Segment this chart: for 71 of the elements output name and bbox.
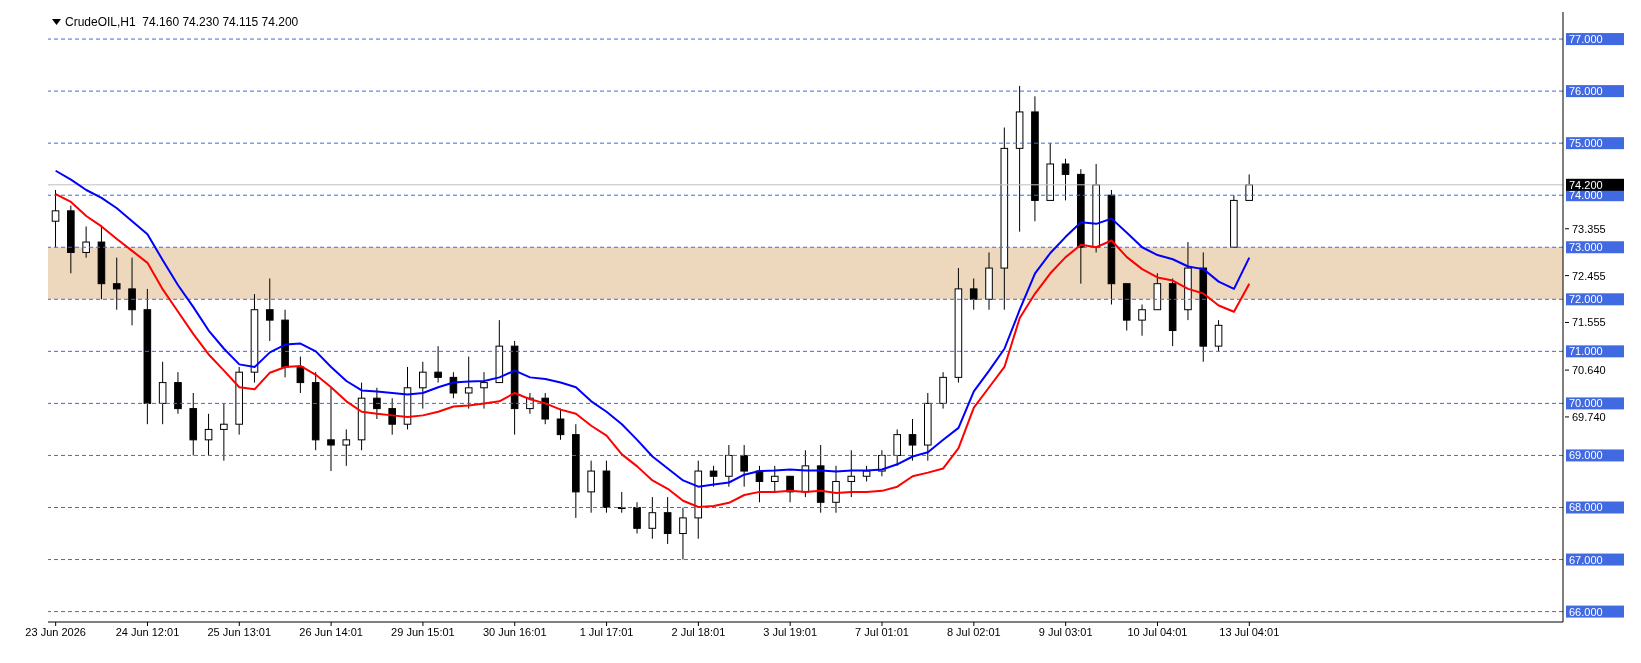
x-tick-label: 3 Jul 19:01 [763,625,818,638]
candlestick [770,465,779,493]
candlestick [373,387,381,420]
candlestick [1214,319,1223,352]
candlestick [419,361,427,410]
x-tick-label: 10 Jul 04:01 [1127,625,1188,638]
candlestick [556,408,565,441]
ref-line-label: 76.000 [1569,85,1603,98]
y-tick-label: 70.640 [1572,364,1606,377]
candlestick [327,387,335,472]
candlestick [434,345,442,384]
ref-line-label: 77.000 [1569,33,1603,46]
candlestick [342,428,351,467]
ref-line-label: 73.000 [1569,241,1603,254]
x-tick-label: 13 Jul 04:01 [1219,625,1280,638]
candlestick [128,257,136,326]
candlestick [587,460,595,514]
candlestick [82,225,90,259]
ref-line-label: 69.000 [1569,449,1603,462]
y-tick-label: 71.555 [1572,316,1606,329]
ref-line-label: 75.000 [1569,137,1603,150]
y-tick-label: 69.740 [1572,410,1606,423]
y-tick-label: 73.355 [1572,222,1606,235]
candlestick [296,356,305,394]
candlestick [541,392,550,425]
x-tick-label: 1 Jul 17:01 [579,625,634,638]
candlestick [709,465,718,488]
candlestick [679,506,687,561]
candlestick [663,496,672,545]
chart-title: CrudeOIL,H1 74.160 74.230 74.115 74.200 [65,15,299,29]
candlestick [648,496,657,540]
x-tick-label: 24 Jun 12:01 [115,625,180,638]
candlestick [908,418,917,462]
y-tick-label: 72.455 [1572,269,1606,282]
ref-line-label: 71.000 [1569,345,1603,358]
candlestick [480,371,488,410]
candlestick [464,356,473,410]
x-tick-label: 8 Jul 02:01 [946,625,1001,638]
x-tick-label: 23 Jun 2026 [25,625,86,638]
candlestick [740,444,748,488]
candlestick [388,397,396,436]
x-tick-label: 26 Jun 14:01 [299,625,363,638]
candlestick [1061,158,1070,201]
candlestick [633,501,641,535]
candlestick [220,402,228,462]
candlestick [847,449,856,498]
ref-line-label: 67.000 [1569,553,1603,566]
ref-line-label: 66.000 [1569,605,1603,618]
candlestick [158,361,167,425]
candlestick [51,189,60,248]
x-tick-label: 9 Jul 03:01 [1038,625,1093,638]
ref-line-label: 74.000 [1569,189,1603,202]
candlestick [893,428,901,467]
x-tick-label: 30 Jun 16:01 [482,625,547,638]
candlestick [112,257,121,311]
ref-line-label: 74.200 [1569,178,1603,191]
candlestick [969,277,978,311]
candlestick [725,444,733,488]
candlestick [1245,173,1253,201]
candlestick [786,475,794,503]
x-tick-label: 2 Jul 18:01 [671,625,726,638]
candlestick [1138,304,1146,337]
ref-line-label: 70.000 [1569,397,1603,410]
ref-line-label: 68.000 [1569,501,1603,514]
x-tick-label: 25 Jun 13:01 [207,625,272,638]
candlestick [265,277,274,342]
ref-line-label: 72.000 [1569,293,1603,306]
candlestick [204,413,213,456]
x-tick-label: 7 Jul 01:01 [855,625,909,638]
candlestick [832,465,840,514]
x-tick-label: 29 Jun 15:01 [391,625,455,638]
